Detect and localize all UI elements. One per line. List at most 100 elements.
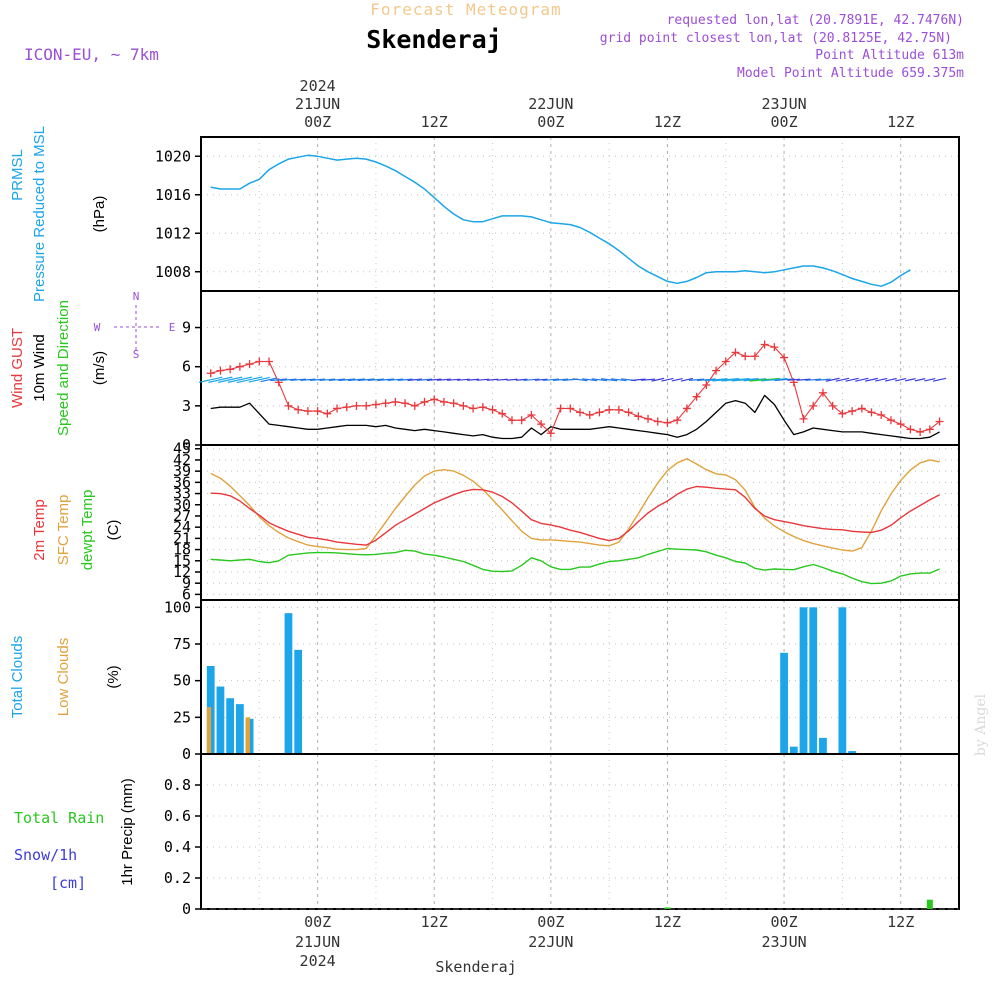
wind-direction-arrow bbox=[572, 378, 588, 382]
y-tick-label: 1020 bbox=[155, 147, 191, 165]
rain-bar bbox=[926, 899, 933, 909]
top-tick-label: 00Z bbox=[304, 113, 331, 131]
gust-marker bbox=[478, 403, 487, 412]
ylabel-percent: (%) bbox=[105, 665, 122, 688]
ylabel-cm: [cm] bbox=[50, 874, 86, 892]
wind-direction-arrow bbox=[523, 378, 540, 382]
ylabel-precip: 1hr Precip (mm) bbox=[119, 778, 136, 886]
wind-direction-arrow bbox=[506, 378, 518, 381]
gust-marker bbox=[712, 366, 721, 375]
gust-marker bbox=[702, 380, 711, 389]
bottom-tick-label: 12Z bbox=[421, 913, 448, 931]
gust-marker bbox=[546, 429, 555, 438]
wind-direction-arrow bbox=[696, 378, 716, 382]
gust-marker bbox=[780, 353, 789, 362]
top-tick-label: 12Z bbox=[654, 113, 681, 131]
gust-marker bbox=[556, 404, 565, 413]
temp-2m-line bbox=[210, 485, 940, 546]
top-tick-label: 12Z bbox=[421, 113, 448, 131]
wind-direction-arrow bbox=[895, 377, 907, 382]
wind-direction-arrow bbox=[446, 378, 461, 381]
bottom-tick-label: 00Z bbox=[537, 913, 564, 931]
wind-direction-arrow bbox=[591, 378, 608, 382]
pressure-line bbox=[210, 154, 911, 287]
wind-direction-arrow bbox=[486, 378, 499, 381]
bottom-tick-label: 00Z bbox=[771, 913, 798, 931]
y-tick-label: 24 bbox=[173, 518, 191, 536]
gust-marker bbox=[663, 418, 672, 427]
temperature-frame bbox=[200, 444, 960, 601]
gust-marker bbox=[303, 407, 312, 416]
gust-marker bbox=[828, 401, 837, 410]
total-cloud-bar bbox=[809, 607, 818, 754]
wind-direction-arrow bbox=[611, 378, 627, 382]
y-tick-label: 75 bbox=[173, 635, 191, 653]
gust-marker bbox=[906, 425, 915, 434]
wind-direction-arrow bbox=[631, 378, 646, 381]
panel-ylabels: PRMSL Pressure Reduced to MSL (hPa) Wind GU… bbox=[9, 126, 175, 892]
wind-speed-line bbox=[210, 394, 940, 440]
y-tick-label: 45 bbox=[173, 440, 191, 458]
gust-marker bbox=[624, 408, 633, 417]
gust-marker bbox=[313, 407, 322, 416]
wind-direction-arrow bbox=[774, 378, 794, 382]
wind-direction-arrow bbox=[496, 378, 508, 381]
chart-header: Forecast Meteogram Skenderaj ICON-EU, ~ … bbox=[24, 0, 964, 81]
rain-bar bbox=[664, 907, 671, 909]
ylabel-hpa: (hPa) bbox=[91, 196, 108, 233]
y-tick-label: 0 bbox=[182, 436, 191, 454]
y-tick-label: 1012 bbox=[155, 224, 191, 242]
point-altitude: Point Altitude 613m bbox=[815, 48, 964, 63]
wind-direction-arrow bbox=[845, 377, 859, 382]
wind-direction-arrow bbox=[704, 378, 728, 382]
y-tick-label: 39 bbox=[173, 462, 191, 480]
y-tick-label: 18 bbox=[173, 541, 191, 559]
gust-marker bbox=[381, 399, 390, 408]
ylabel-wind10m: 10m Wind bbox=[31, 334, 48, 402]
wind-direction-arrow bbox=[290, 378, 307, 382]
bottom-date-label: 21JUN bbox=[295, 933, 340, 951]
wind-direction-arrow bbox=[248, 376, 270, 383]
wind-direction-arrow bbox=[601, 378, 618, 382]
gust-marker bbox=[721, 357, 730, 366]
wind-direction-arrow bbox=[689, 378, 705, 381]
clouds-panel: 0 25 50 75 100 bbox=[164, 598, 960, 763]
wind-direction-arrow bbox=[300, 378, 316, 381]
gust-marker bbox=[488, 405, 497, 414]
y-tick-label: 1008 bbox=[155, 263, 191, 281]
pressure-panel: 1008 1012 1016 1020 bbox=[155, 136, 960, 292]
wind-direction-arrow bbox=[905, 378, 916, 382]
wind-frame bbox=[200, 290, 960, 446]
compass-cross bbox=[114, 305, 160, 351]
wind-direction-arrow bbox=[815, 378, 831, 381]
model-altitude: Model Point Altitude 659.375m bbox=[737, 66, 964, 81]
top-date-label: 23JUN bbox=[761, 95, 806, 113]
wind-direction-arrow bbox=[436, 378, 451, 381]
gust-marker bbox=[799, 414, 808, 423]
wind-direction-arrow bbox=[651, 377, 665, 382]
wind-gust-line bbox=[210, 343, 940, 434]
ylabel-tdew: dewpt Temp bbox=[79, 490, 96, 571]
y-tick-label: 42 bbox=[173, 451, 191, 469]
wind-direction-arrow bbox=[407, 378, 423, 381]
gust-marker bbox=[692, 392, 701, 401]
wind-direction-arrow bbox=[377, 378, 395, 382]
wind-direction-arrow bbox=[270, 378, 288, 382]
wind-direction-arrow bbox=[932, 377, 947, 382]
wind-direction-arrow bbox=[367, 378, 385, 382]
gust-marker bbox=[498, 409, 507, 418]
y-tick-label: 3 bbox=[182, 397, 191, 415]
gust-marker bbox=[507, 416, 516, 425]
ylabel-snow: Snow/1h bbox=[14, 846, 77, 864]
gust-marker bbox=[760, 340, 769, 349]
y-tick-label: 0.2 bbox=[164, 869, 191, 887]
wind-direction-arrow bbox=[835, 377, 850, 382]
bottom-date-label: 22JUN bbox=[528, 933, 573, 951]
gust-marker bbox=[605, 405, 614, 414]
gust-marker bbox=[255, 357, 264, 366]
ylabel-total-rain: Total Rain bbox=[14, 809, 104, 827]
wind-direction-arrow bbox=[208, 376, 233, 383]
gust-marker bbox=[682, 404, 691, 413]
y-tick-label: 12 bbox=[173, 563, 191, 581]
